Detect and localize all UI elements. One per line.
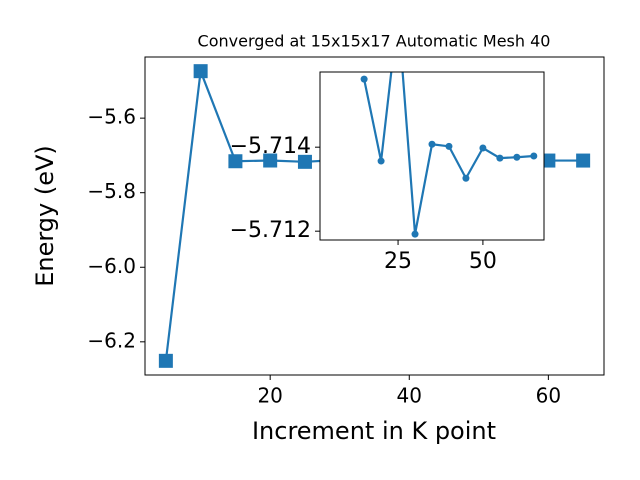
plot-frame xyxy=(319,71,545,241)
y-tick-label: −5.6 xyxy=(87,105,136,129)
marker xyxy=(377,157,385,165)
x-tick-label: 60 xyxy=(536,384,561,408)
marker xyxy=(445,142,453,150)
marker xyxy=(530,152,538,160)
marker xyxy=(496,154,504,162)
marker xyxy=(576,153,591,168)
marker xyxy=(228,154,243,169)
marker xyxy=(462,174,470,182)
x-tick-label: 40 xyxy=(397,384,422,408)
marker xyxy=(158,353,173,368)
marker xyxy=(193,64,208,79)
x-tick-label: 50 xyxy=(469,249,497,274)
series-group xyxy=(360,9,538,238)
y-tick-label: −6.0 xyxy=(87,254,136,278)
marker xyxy=(263,153,278,168)
marker xyxy=(541,153,556,168)
marker xyxy=(395,9,402,16)
y-tick-label: −5.714 xyxy=(230,134,311,159)
x-tick-label: 20 xyxy=(257,384,282,408)
y-axis-label: Energy (eV) xyxy=(31,145,59,287)
y-tick-label: −5.712 xyxy=(230,218,311,243)
chart-title: Converged at 15x15x17 Automatic Mesh 40 xyxy=(198,32,551,51)
marker xyxy=(513,153,521,161)
y-tick-label: −5.8 xyxy=(87,179,136,203)
marker xyxy=(360,75,368,83)
y-tick-label: −6.2 xyxy=(87,328,136,352)
marker xyxy=(479,144,487,152)
marker xyxy=(411,230,419,238)
marker xyxy=(428,140,436,148)
plot-area xyxy=(320,72,544,240)
marker xyxy=(297,154,312,169)
x-tick-label: 25 xyxy=(384,249,412,274)
x-axis-label: Increment in K point xyxy=(252,417,496,445)
plot-frame xyxy=(144,56,605,376)
